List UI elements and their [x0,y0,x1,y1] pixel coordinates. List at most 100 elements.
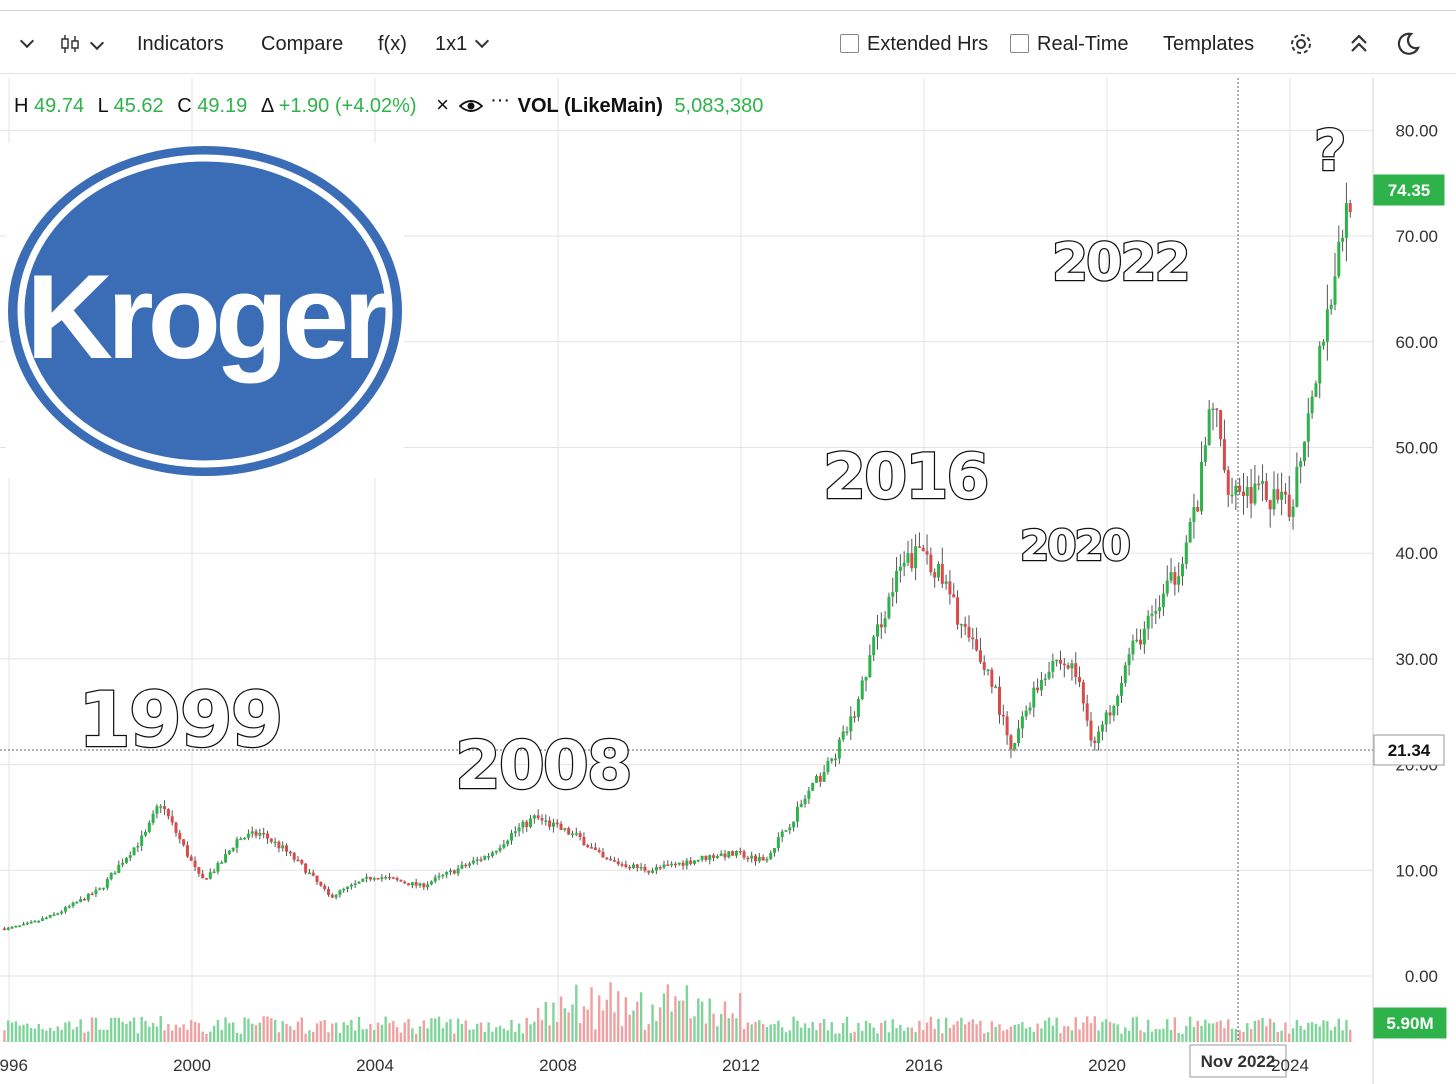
extended-hrs-checkbox[interactable]: Extended Hrs [840,33,988,56]
compare-button[interactable]: Compare [261,33,344,55]
volume-bar [1219,1020,1222,1042]
volume-bar [914,1032,917,1042]
candle-body [426,884,430,888]
candle-body [864,677,868,681]
candle-body [990,669,994,687]
collapse-icon[interactable] [1347,31,1371,63]
y-tick-label: 60.00 [1395,333,1438,352]
volume-bar [929,1016,933,1042]
symbol-dropdown-chevron-icon[interactable] [18,33,35,56]
volume-bar [373,1029,376,1042]
candle-body [875,624,879,637]
volume-bar [963,1024,967,1042]
volume-bar [342,1022,345,1042]
candle-body [997,686,1001,715]
candle-body [1226,470,1230,495]
volume-bar [975,1024,978,1042]
volume-bar [26,1023,29,1042]
candle-body [246,833,250,838]
volume-bar [1135,1016,1138,1042]
volume-bar [1181,1033,1184,1042]
volume-bar [666,984,669,1042]
volume-bar [87,1031,90,1042]
candle-body [731,851,735,856]
volume-bar [174,1024,178,1042]
volume-bar [1139,1030,1142,1042]
candle-body [681,862,685,866]
crosshair [0,78,1373,1042]
candle-body [601,852,605,858]
volume-bar [247,1018,250,1042]
candle-body [700,855,704,860]
candle-body [1310,396,1314,414]
volume-bar [563,1008,567,1042]
close-icon[interactable]: × [436,92,449,117]
volume-bar [460,1023,464,1042]
high-label: H [14,95,29,117]
volume-bar [71,1029,75,1042]
x-tick-label: 2004 [356,1056,394,1075]
volume-bar [811,1021,814,1042]
indicators-button[interactable]: Indicators [137,33,224,55]
candle-body [570,833,574,836]
candle-body [433,877,437,882]
volume-bar [300,1017,303,1042]
volume-bar [369,1023,372,1042]
candle-body [6,927,10,930]
candle-body [407,883,411,886]
candle-body [506,840,510,845]
volume-bar [937,1018,940,1042]
volume-bar [434,1018,437,1042]
candle-body [597,849,601,853]
candle-body [1295,466,1299,507]
dark-mode-moon-icon[interactable] [1394,30,1422,64]
volume-bar [853,1031,856,1042]
layout-dropdown[interactable]: 1x1 [435,33,490,56]
candle-body [811,782,815,791]
candle-body [445,871,449,875]
volume-bar [132,1017,136,1042]
candle-body [288,851,292,854]
candle-body [605,857,609,860]
volume-bar [891,1019,894,1042]
volume-bar [567,1012,570,1042]
candle-body [1245,487,1249,496]
volume-bar [167,1023,170,1042]
crosshair-price-badge-bg [1373,734,1445,766]
candle-body [609,858,613,861]
candle-body [1024,710,1028,717]
y-tick-label: 10.00 [1395,861,1438,880]
volume-bar [270,1018,273,1042]
volume-bar [819,1022,822,1042]
candle-body [2,928,6,930]
volume-bar [758,1020,761,1042]
fx-button[interactable]: f(x) [378,33,407,55]
chart-type-button[interactable] [60,33,105,58]
gear-icon[interactable] [1288,31,1314,63]
candle-body [578,833,582,838]
volume-bar [441,1028,445,1042]
templates-button[interactable]: Templates [1163,33,1255,55]
real-time-checkbox[interactable]: Real-Time [1010,33,1129,56]
volume-bar [1314,1023,1318,1042]
volume-value: 5,083,380 [674,95,764,117]
more-icon[interactable]: ··· [490,89,511,111]
annotation-1999: 1999 [78,675,282,764]
volume-bar [292,1029,296,1042]
candle-body [891,592,895,597]
candle-body [555,822,559,825]
candle-body [227,850,231,854]
volume-bar [254,1025,258,1042]
candle-body [399,879,403,882]
candle-body [1200,461,1204,512]
candle-body [483,856,487,860]
candle-body [822,772,826,782]
candle-body [1158,607,1162,612]
eye-icon[interactable] [458,95,489,117]
volume-bar [1059,1033,1062,1042]
last-price-badge-bg [1373,174,1445,206]
candle-body [1253,483,1257,504]
x-tick-label: 1996 [0,1056,28,1075]
volume-bar [1238,1030,1241,1042]
volume-bar [1166,1019,1169,1042]
